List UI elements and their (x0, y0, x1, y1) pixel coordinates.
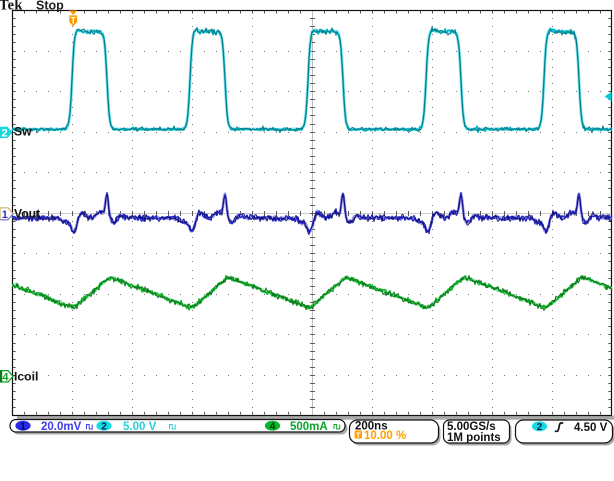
svg-text:1M points: 1M points (447, 432, 501, 444)
svg-text:2: 2 (537, 422, 543, 433)
svg-text:Tek: Tek (0, 0, 23, 14)
svg-text:T: T (70, 16, 76, 26)
svg-text:500mA: 500mA (290, 421, 328, 433)
svg-text:4: 4 (2, 372, 9, 384)
svg-text:2: 2 (101, 421, 107, 432)
svg-text:4.50 V: 4.50 V (574, 422, 608, 434)
svg-text:Vout: Vout (14, 206, 40, 220)
svg-text:4: 4 (270, 421, 276, 432)
svg-text:Sw: Sw (14, 124, 32, 138)
svg-text:T: T (356, 431, 361, 440)
svg-text:1: 1 (20, 421, 26, 432)
svg-text:10.00 %: 10.00 % (364, 430, 406, 442)
svg-text:5.00GS/s: 5.00GS/s (447, 421, 496, 433)
svg-text:5.00 V: 5.00 V (123, 421, 157, 433)
svg-text:Icoil: Icoil (14, 369, 38, 383)
svg-text:20.0mV: 20.0mV (41, 421, 82, 433)
svg-text:Stop: Stop (36, 0, 64, 12)
svg-text:1: 1 (2, 209, 8, 221)
svg-text:200ns: 200ns (355, 421, 388, 433)
svg-text:2: 2 (2, 127, 8, 139)
